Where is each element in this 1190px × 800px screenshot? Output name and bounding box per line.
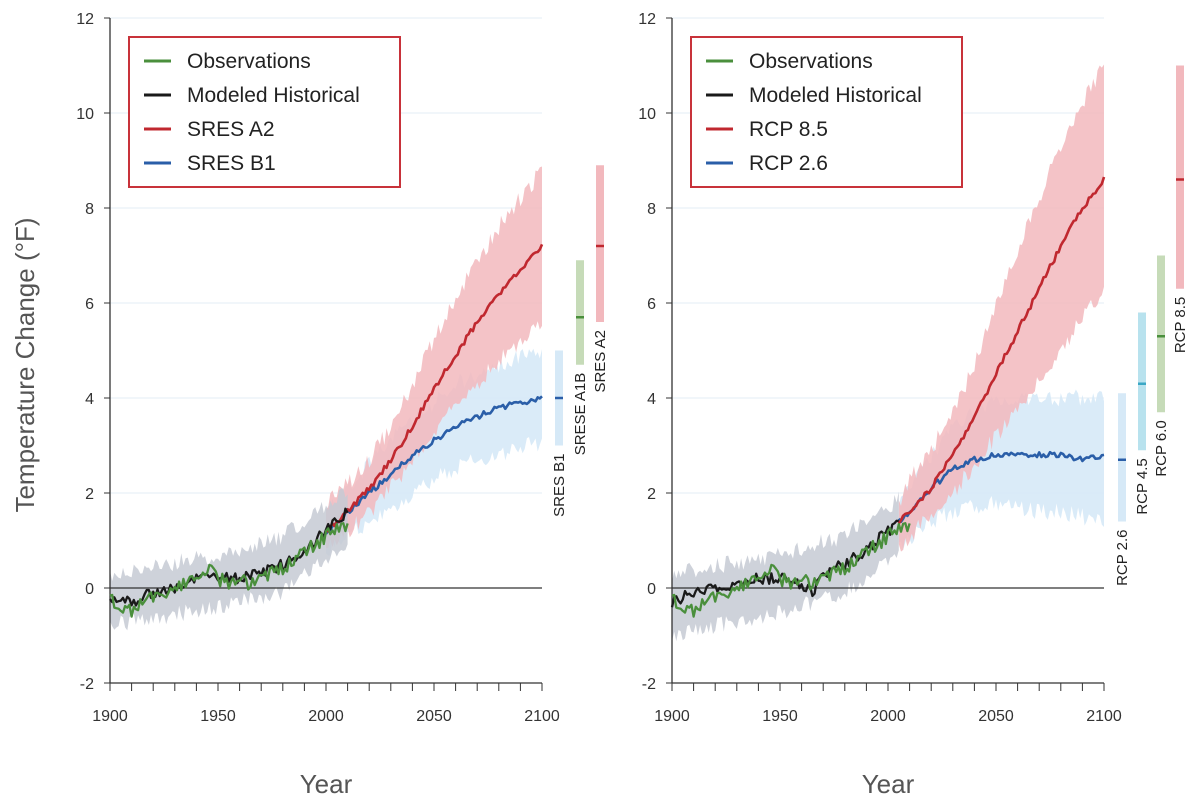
legend-label: Modeled Historical: [187, 84, 360, 107]
legend-label: SRES A2: [187, 118, 275, 141]
x-tick-label: 1950: [762, 708, 798, 725]
y-tick-label: 8: [85, 201, 94, 218]
y-tick-label: 10: [638, 106, 656, 123]
x-axis-title-left: Year: [300, 769, 353, 799]
y-tick-label: -2: [80, 676, 94, 693]
y-tick-label: 4: [85, 391, 94, 408]
y-tick-label: 0: [85, 581, 94, 598]
high-scenario-line: [897, 176, 1106, 525]
x-tick-label: 2100: [524, 708, 560, 725]
legend-box: [128, 36, 401, 188]
legend-label: RCP 2.6: [749, 152, 828, 175]
y-tick-label: 6: [85, 296, 94, 313]
low-scenario-band: [326, 348, 542, 556]
x-tick-label: 2100: [1086, 708, 1122, 725]
y-tick-label: 12: [76, 11, 94, 28]
range-bar: [1138, 312, 1146, 451]
x-tick-label: 2050: [978, 708, 1014, 725]
legend-box: [690, 36, 963, 188]
legend-label: Observations: [187, 50, 311, 73]
y-tick-label: 0: [647, 581, 656, 598]
legend-label: Modeled Historical: [749, 84, 922, 107]
x-tick-label: 2000: [870, 708, 906, 725]
high-scenario-band: [898, 64, 1104, 552]
x-tick-label: 2000: [308, 708, 344, 725]
range-bar: [1157, 255, 1165, 413]
range-bar-label: RCP 2.6: [1114, 530, 1131, 586]
low-scenario-line: [324, 395, 543, 535]
historical-band: [110, 488, 348, 631]
legend-label: RCP 8.5: [749, 118, 828, 141]
range-bar-label: RCP 6.0: [1153, 420, 1170, 476]
range-bar-label: SRESE A1B: [572, 373, 589, 456]
y-tick-label: 2: [647, 486, 656, 503]
range-bar: [596, 165, 604, 322]
y-tick-label: 4: [647, 391, 656, 408]
high-scenario-band: [326, 166, 542, 549]
range-bar-label: RCP 4.5: [1134, 458, 1151, 514]
y-tick-label: 8: [647, 201, 656, 218]
y-tick-label: 2: [85, 486, 94, 503]
range-bar: [1118, 393, 1126, 522]
range-bar: [1176, 65, 1184, 289]
observations-line: [671, 522, 911, 618]
x-tick-label: 1900: [654, 708, 690, 725]
high-scenario-line: [325, 243, 544, 533]
x-tick-label: 1900: [92, 708, 128, 725]
range-bar-label: RCP 8.5: [1172, 297, 1189, 353]
x-tick-label: 1950: [200, 708, 236, 725]
x-axis-title-right: Year: [862, 769, 915, 799]
y-tick-label: -2: [642, 676, 656, 693]
historical-band: [672, 491, 899, 642]
range-bar: [576, 260, 584, 365]
range-bar-label: SRES B1: [551, 454, 568, 517]
range-bar-label: SRES A2: [592, 330, 609, 393]
x-tick-label: 2050: [416, 708, 452, 725]
y-tick-label: 12: [638, 11, 656, 28]
observations-line: [109, 522, 349, 618]
y-tick-label: 10: [76, 106, 94, 123]
y-axis-title: Temperature Change (°F): [10, 217, 40, 512]
legend-label: Observations: [749, 50, 873, 73]
legend-label: SRES B1: [187, 152, 276, 175]
y-tick-label: 6: [647, 296, 656, 313]
